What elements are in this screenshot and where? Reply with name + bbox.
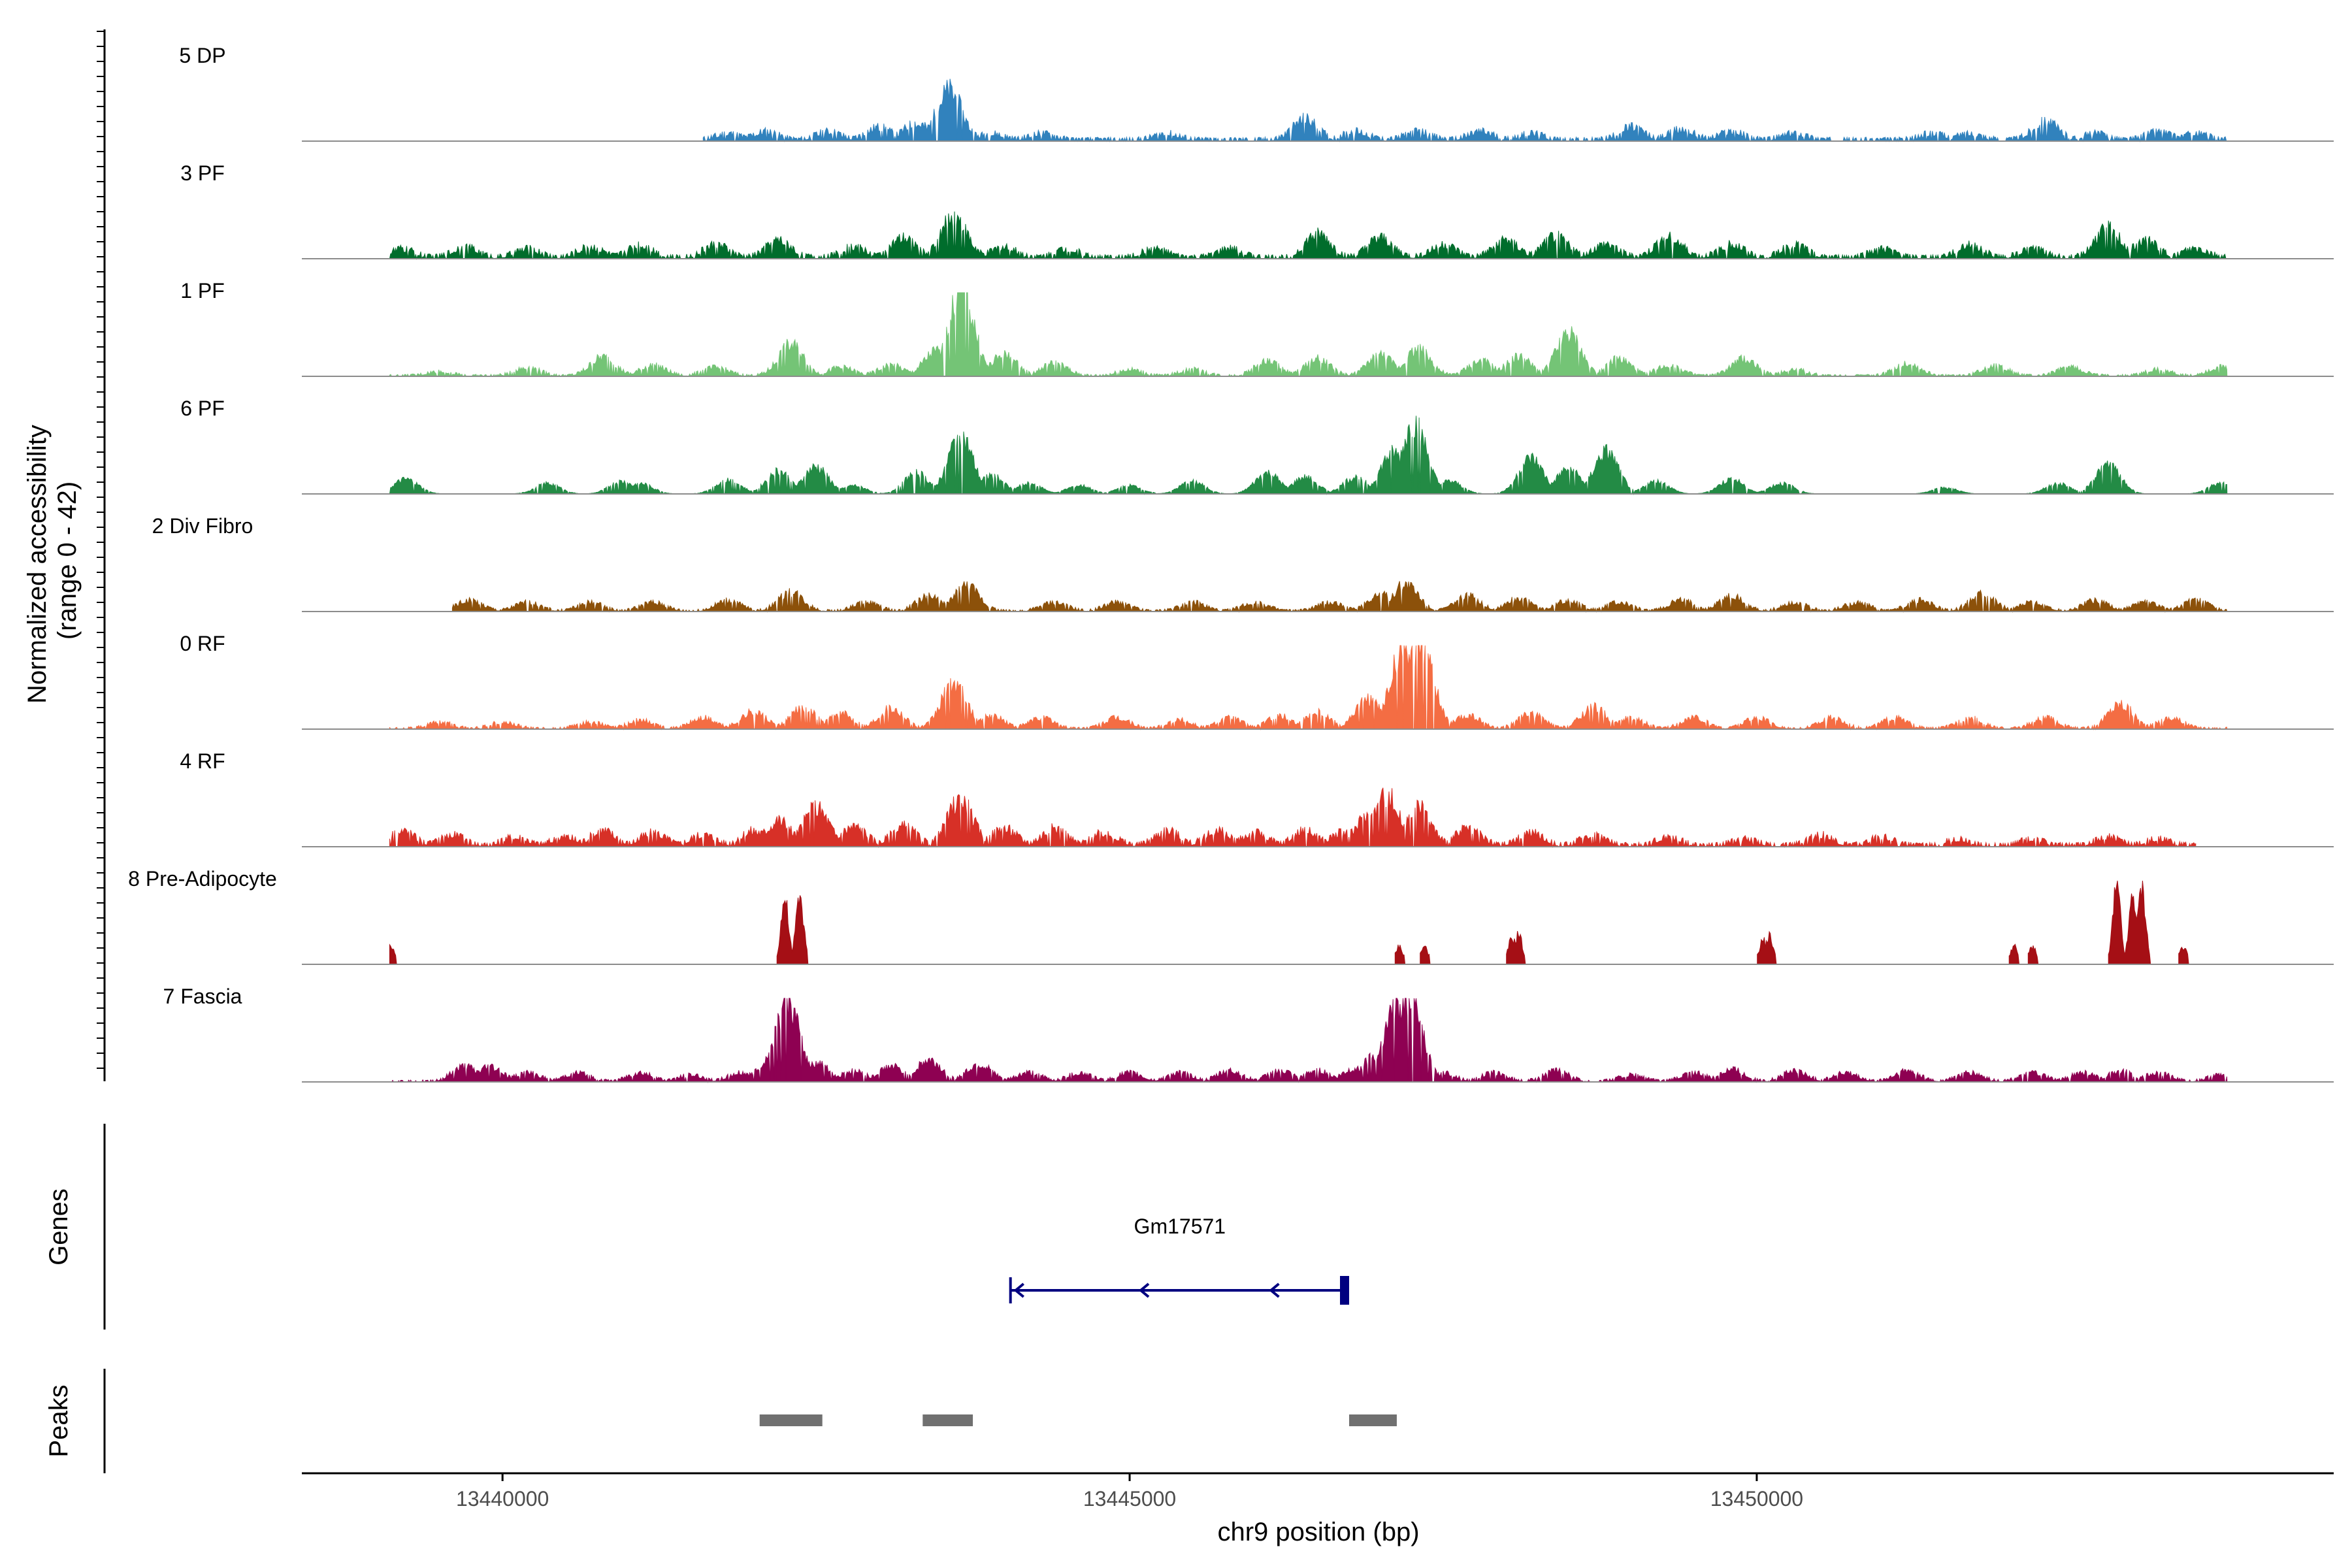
- peak-region: [759, 1414, 823, 1426]
- track-label: 2 Div Fibro: [152, 514, 253, 538]
- gene-label: Gm17571: [1134, 1215, 1226, 1238]
- x-tick-label: 13440000: [456, 1487, 549, 1511]
- coverage-area: [389, 880, 2189, 965]
- track-label: 8 Pre-Adipocyte: [128, 867, 277, 890]
- y-axis-title-line1: Normalized accessibility: [23, 425, 52, 704]
- track-7-fascia: 7 Fascia: [163, 985, 2334, 1083]
- coverage-area: [389, 645, 2228, 730]
- genes-axis-title: Genes: [44, 1188, 73, 1266]
- track-0-rf: 0 RF: [180, 632, 2334, 730]
- track-label: 6 PF: [180, 397, 225, 420]
- track-4-rf: 4 RF: [180, 749, 2334, 848]
- peak-region: [1348, 1414, 1397, 1426]
- track-1-pf: 1 PF: [180, 279, 2334, 378]
- track-8-pre-adipocyte: 8 Pre-Adipocyte: [128, 867, 2334, 965]
- peak-region: [923, 1414, 973, 1426]
- track-label: 5 DP: [179, 44, 225, 67]
- strand-arrow-icon: [1269, 1282, 1280, 1298]
- coverage-area: [389, 787, 2197, 848]
- coverage-area: [389, 292, 2228, 378]
- coverage-area: [702, 78, 2227, 142]
- track-6-pf: 6 PF: [180, 397, 2334, 495]
- strand-arrow-icon: [1013, 1282, 1024, 1298]
- coverage-area: [389, 211, 2228, 260]
- x-axis-title: chr9 position (bp): [1217, 1518, 1419, 1546]
- x-tick-label: 13450000: [1710, 1487, 1803, 1511]
- track-label: 4 RF: [180, 749, 225, 773]
- x-tick-label: 13445000: [1083, 1487, 1176, 1511]
- coverage-tracks: 5 DP 3 PF 1 PF 6 PF 2 Div Fibro 0 RF 4 RF 8 Pre…: [128, 44, 2334, 1083]
- y-axis: [97, 29, 106, 1081]
- peaks-panel: Peaks: [44, 1369, 1397, 1473]
- peaks-axis-title: Peaks: [44, 1384, 73, 1457]
- track-label: 7 Fascia: [163, 985, 242, 1008]
- gene-gm17571: Gm17571: [1009, 1215, 1349, 1305]
- track-2-div-fibro: 2 Div Fibro: [152, 514, 2334, 613]
- y-axis-title: Normalized accessibility (range 0 - 42): [23, 417, 82, 704]
- strand-arrow-icon: [1138, 1282, 1150, 1298]
- track-5-dp: 5 DP: [179, 44, 2334, 142]
- track-label: 1 PF: [180, 279, 225, 302]
- y-axis-title-line2: (range 0 - 42): [53, 482, 82, 640]
- track-3-pf: 3 PF: [180, 161, 2334, 260]
- x-axis: 13440000 13445000 13450000: [302, 1472, 2334, 1511]
- track-label: 3 PF: [180, 161, 225, 185]
- genes-panel: Genes Gm17571: [44, 1124, 1349, 1330]
- gene-exon: [1339, 1276, 1349, 1305]
- track-label: 0 RF: [180, 632, 225, 655]
- coverage-area: [389, 416, 2228, 495]
- coverage-area: [451, 581, 2228, 613]
- coverage-area: [389, 998, 2228, 1083]
